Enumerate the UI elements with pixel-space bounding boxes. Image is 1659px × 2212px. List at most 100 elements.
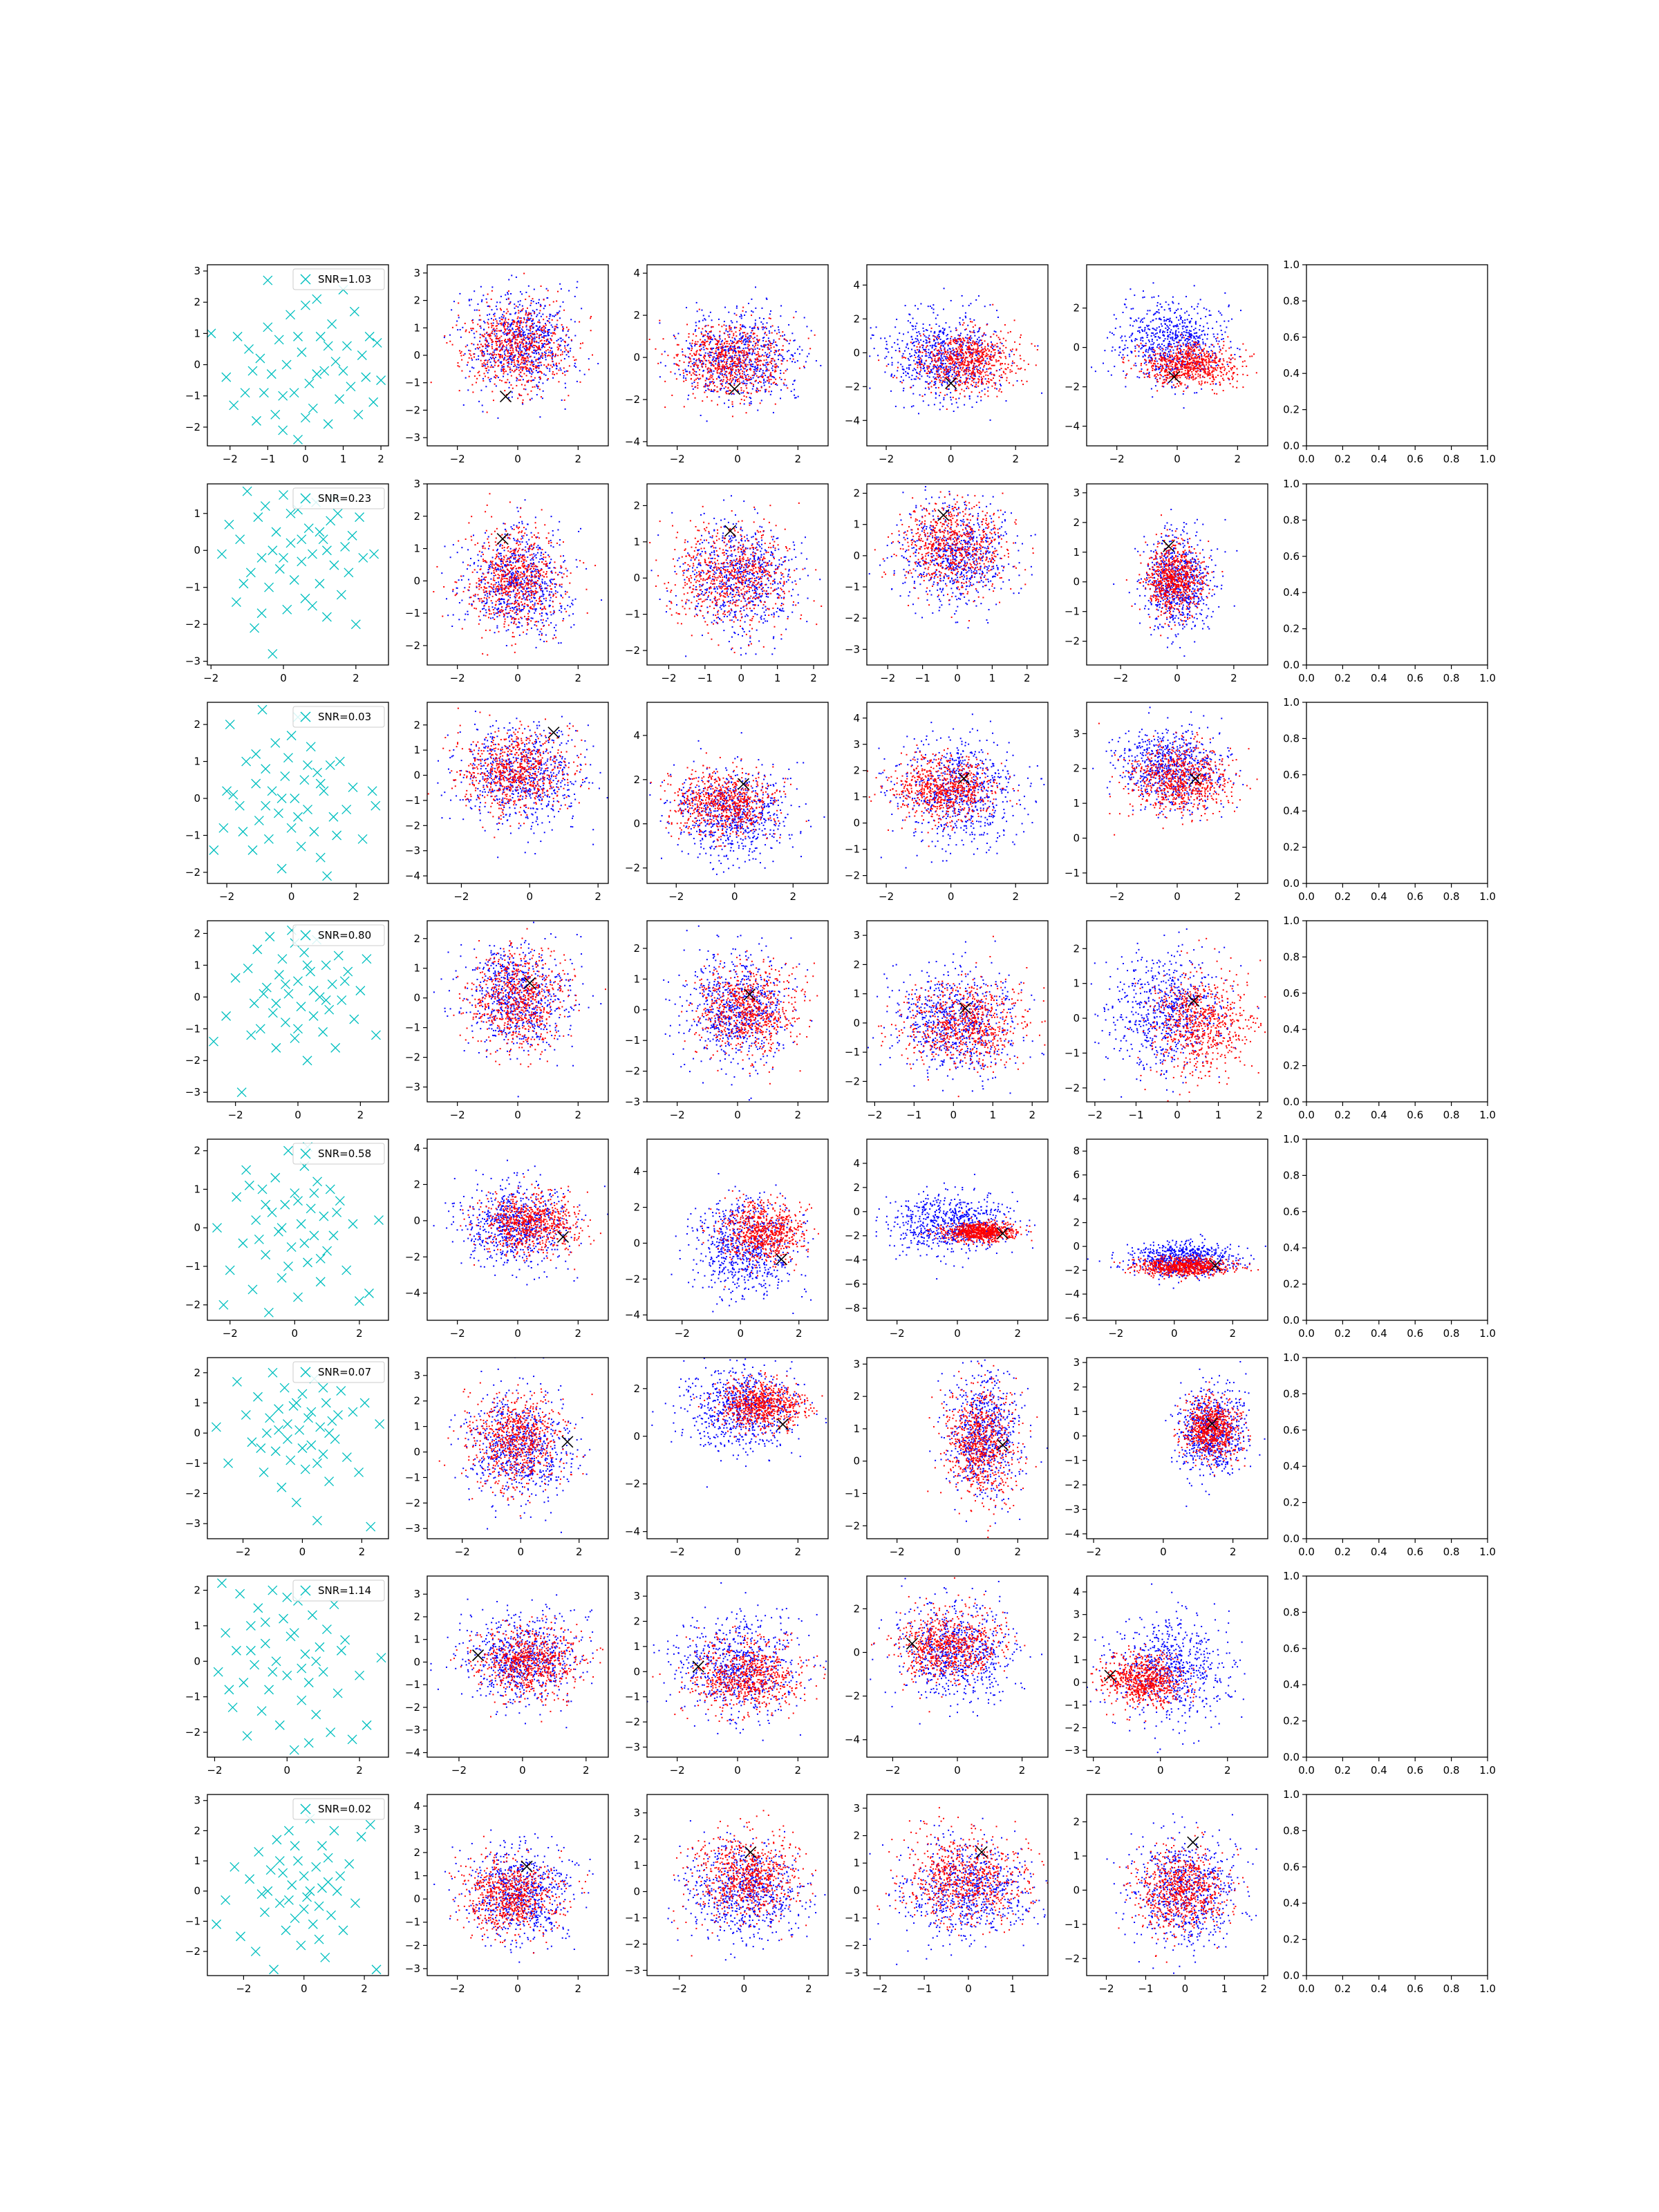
sample-point: [1158, 309, 1160, 311]
sample-point: [507, 329, 509, 331]
sample-point: [1207, 328, 1209, 330]
sample-point: [527, 318, 529, 320]
sample-point: [729, 366, 731, 368]
sample-point: [704, 341, 706, 344]
sample-point: [544, 323, 546, 325]
sample-point: [536, 332, 538, 335]
sample-point: [507, 321, 509, 324]
sample-point: [1168, 336, 1170, 338]
sample-point: [1138, 332, 1141, 334]
sample-point: [715, 353, 717, 355]
sample-point: [955, 373, 957, 375]
sample-point: [723, 321, 725, 323]
sample-point: [964, 337, 966, 339]
sample-point: [937, 354, 939, 356]
sample-point: [718, 368, 720, 370]
sample-point: [479, 333, 481, 335]
sample-point: [1199, 325, 1201, 327]
sample-point: [747, 347, 749, 349]
sample-point: [870, 337, 872, 339]
sample-point: [733, 376, 735, 378]
sample-point: [547, 341, 550, 343]
sample-point: [1197, 341, 1199, 344]
sample-point: [1150, 356, 1152, 358]
sample-point: [792, 358, 794, 360]
sample-point: [541, 327, 543, 329]
sample-point: [769, 361, 771, 363]
sample-point: [1134, 339, 1136, 341]
sample-point: [720, 383, 722, 385]
sample-point: [718, 367, 720, 369]
sample-point: [1159, 346, 1161, 348]
sample-point: [742, 339, 744, 341]
sample-point: [740, 324, 742, 326]
sample-point: [574, 321, 576, 323]
sample-point: [964, 364, 966, 366]
sample-point: [525, 337, 527, 339]
sample-point: [516, 366, 518, 368]
sample-point: [1177, 325, 1179, 327]
sample-point: [732, 350, 734, 353]
sample-point: [536, 385, 538, 387]
sample-point: [1151, 297, 1153, 299]
sample-point: [590, 317, 592, 319]
sample-point: [956, 358, 958, 360]
sample-point: [462, 354, 465, 356]
sample-point: [991, 350, 993, 353]
sample-point: [521, 402, 523, 404]
sample-point: [718, 362, 720, 364]
sample-point: [1216, 321, 1218, 323]
sample-point: [487, 306, 489, 308]
sample-point: [946, 353, 948, 355]
sample-point: [753, 332, 755, 335]
sample-point: [978, 391, 980, 393]
sample-point: [966, 364, 968, 366]
sample-point: [539, 371, 541, 373]
sample-point: [959, 343, 962, 345]
sample-point: [727, 387, 729, 389]
sample-point: [955, 356, 957, 358]
sample-point: [487, 293, 489, 295]
sample-point: [718, 372, 720, 374]
sample-point: [957, 375, 959, 377]
sample-point: [536, 314, 538, 316]
sample-point: [565, 334, 568, 336]
sample-point: [940, 348, 942, 350]
sample-point: [968, 378, 971, 380]
sample-point: [758, 360, 760, 362]
sample-point: [478, 309, 480, 311]
sample-point: [1190, 337, 1192, 339]
sample-point: [729, 357, 731, 359]
sample-point: [744, 379, 747, 381]
sample-point: [995, 361, 997, 363]
sample-point: [946, 376, 948, 378]
sample-point: [693, 353, 695, 355]
sample-point: [1035, 364, 1037, 366]
sample-point: [1011, 348, 1013, 350]
sample-point: [991, 385, 993, 387]
sample-point: [764, 345, 766, 347]
sample-point: [746, 353, 748, 355]
sample-point: [792, 383, 794, 385]
sample-point: [947, 337, 949, 339]
sample-point: [772, 376, 774, 378]
sample-point: [782, 335, 784, 337]
sample-point: [913, 378, 915, 380]
sample-point: [979, 339, 981, 341]
sample-point: [770, 310, 772, 312]
sample-point: [709, 331, 711, 333]
sample-point: [664, 365, 666, 367]
sample-point: [739, 347, 741, 349]
sample-point: [514, 337, 516, 339]
snr-point: [289, 388, 299, 398]
sample-point: [529, 343, 532, 345]
sample-point: [964, 380, 966, 382]
sample-point: [942, 367, 944, 369]
sample-point: [530, 302, 532, 304]
sample-point: [1166, 363, 1168, 365]
sample-point: [511, 359, 513, 362]
sample-point: [512, 319, 514, 321]
sample-point: [1159, 318, 1161, 320]
sample-point: [729, 325, 731, 327]
